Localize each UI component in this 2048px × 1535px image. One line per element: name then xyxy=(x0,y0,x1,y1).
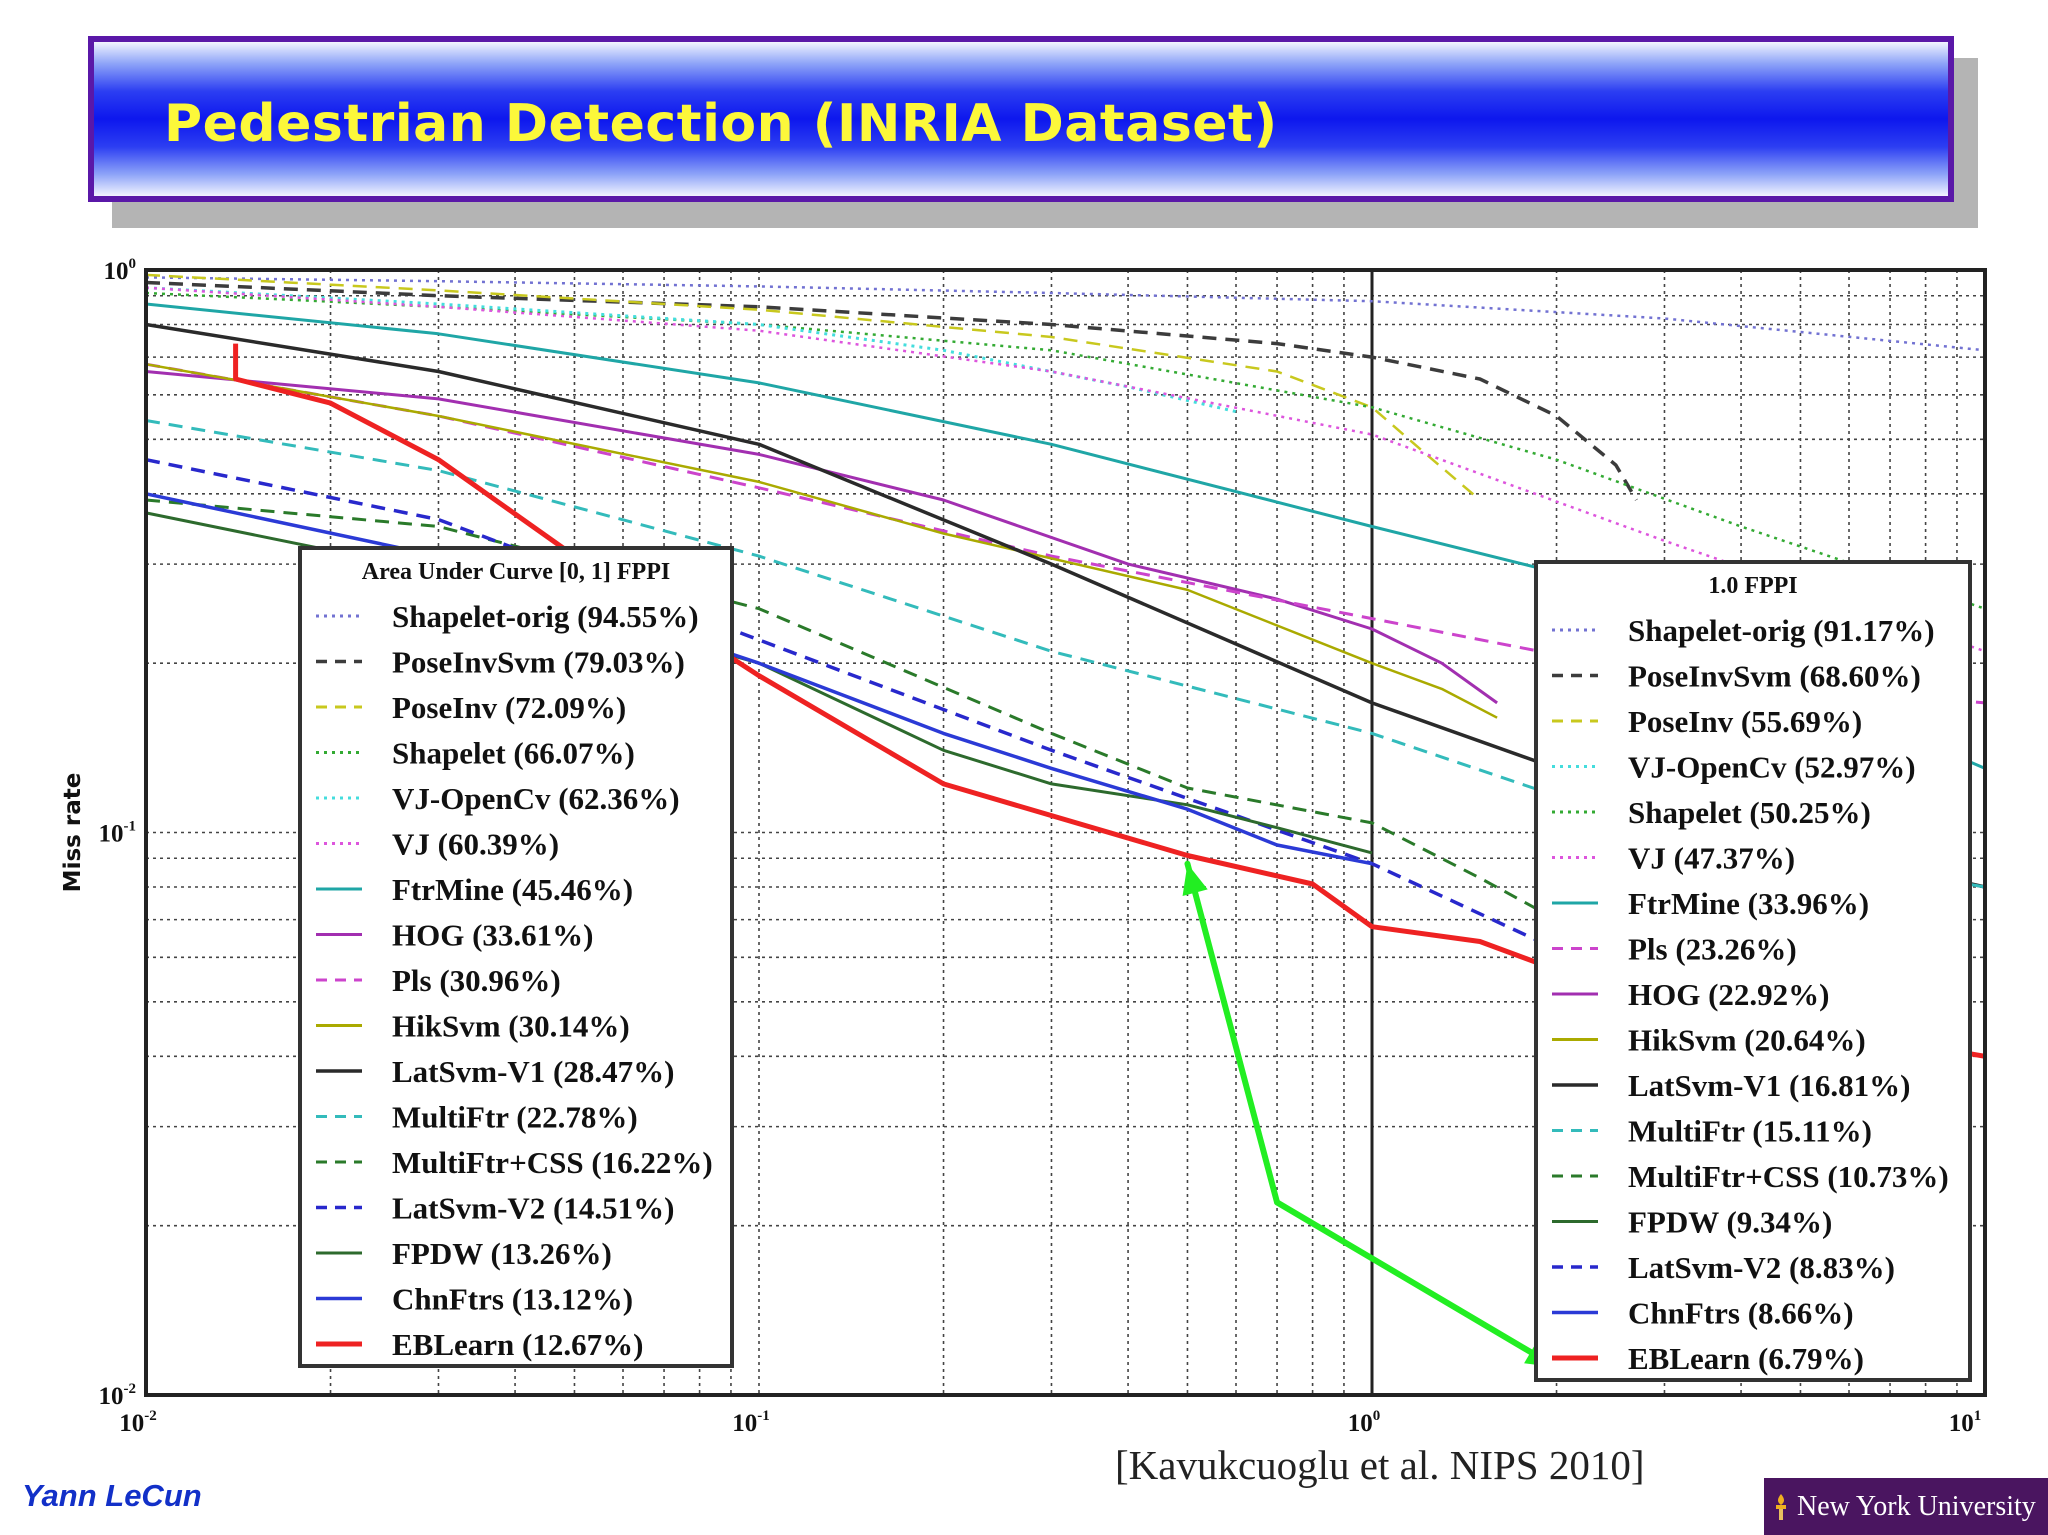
legend-entry-label: LatSvm-V2 (8.83%) xyxy=(1628,1250,1895,1285)
legend-entry-label: VJ-OpenCv (62.36%) xyxy=(392,781,680,816)
legend-entry-label: HikSvm (20.64%) xyxy=(1628,1023,1866,1058)
legend-right: 1.0 FPPI Shapelet-orig (91.17%) PoseInvSvm… xyxy=(1534,560,1972,1382)
y-axis-label: Miss rate xyxy=(60,773,86,893)
arrow-shaft xyxy=(1184,860,1281,1206)
legend-entry-label: HOG (33.61%) xyxy=(392,918,594,953)
legend-entry-label: PoseInv (72.09%) xyxy=(392,690,626,725)
legend-entry-label: EBLearn (12.67%) xyxy=(392,1327,643,1362)
legend-box xyxy=(1534,560,1972,1382)
legend-title: 1.0 FPPI xyxy=(1708,573,1797,599)
tick-label: 10-2 xyxy=(99,1381,137,1410)
legend-title: Area Under Curve [0, 1] FPPI xyxy=(362,559,670,585)
legend-entry-label: LatSvm-V1 (16.81%) xyxy=(1628,1068,1910,1103)
series-line-hiksvm xyxy=(145,362,1498,719)
slide-title: Pedestrian Detection (INRIA Dataset) xyxy=(164,94,1278,154)
legend-entry-label: Shapelet-orig (91.17%) xyxy=(1628,613,1935,648)
tick-label: 10-1 xyxy=(99,819,137,848)
legend-entry-label: VJ (60.39%) xyxy=(392,827,559,862)
legend-entry-label: FtrMine (45.46%) xyxy=(392,872,633,907)
tick-label: 101 xyxy=(1949,1408,1982,1437)
plot-frame xyxy=(144,268,1987,1397)
institution-badge: New York University xyxy=(1764,1478,2048,1535)
series-line-hog xyxy=(145,370,1498,705)
title-banner: Pedestrian Detection (INRIA Dataset) xyxy=(88,36,1954,202)
legend-entry-label: LatSvm-V2 (14.51%) xyxy=(392,1191,674,1226)
legend-entry-label: Pls (30.96%) xyxy=(392,963,561,998)
legend-entry-label: Shapelet (50.25%) xyxy=(1628,795,1871,830)
legend-entry-label: VJ-OpenCv (52.97%) xyxy=(1628,750,1916,785)
torch-icon xyxy=(1776,1493,1786,1520)
legend-entry-label: ChnFtrs (8.66%) xyxy=(1628,1296,1854,1331)
author-name: Yann LeCun xyxy=(22,1478,202,1513)
tick-label: 100 xyxy=(104,256,137,285)
tick-label: 10-1 xyxy=(732,1408,770,1437)
legend-box xyxy=(298,546,734,1368)
legend-entry-label: MultiFtr (15.11%) xyxy=(1628,1114,1872,1149)
legend-entry-label: PoseInv (55.69%) xyxy=(1628,704,1862,739)
legend-entry-label: PoseInvSvm (68.60%) xyxy=(1628,659,1921,694)
legend-entry-label: ChnFtrs (13.12%) xyxy=(392,1282,633,1317)
legend-entry-label: FPDW (13.26%) xyxy=(392,1236,612,1271)
legend-entry-label: PoseInvSvm (79.03%) xyxy=(392,645,685,680)
legend-entry-label: FtrMine (33.96%) xyxy=(1628,886,1869,921)
legend-entry-label: EBLearn (6.79%) xyxy=(1628,1341,1864,1376)
legend-entry-label: HikSvm (30.14%) xyxy=(392,1009,630,1044)
legend-entry-label: MultiFtr+CSS (16.22%) xyxy=(392,1145,713,1180)
institution-name: New York University xyxy=(1797,1490,2036,1522)
legend-entry-label: Shapelet (66.07%) xyxy=(392,736,635,771)
legend-entry-label: Shapelet-orig (94.55%) xyxy=(392,599,699,634)
arrow-head xyxy=(1182,863,1208,897)
series-line-poseinv xyxy=(145,273,1481,501)
tick-label: 100 xyxy=(1348,1408,1381,1437)
series-line-shapelet-orig xyxy=(145,276,1986,352)
legend-entry-label: VJ (47.37%) xyxy=(1628,841,1795,876)
legend-left: Area Under Curve [0, 1] FPPI Shapelet-ori… xyxy=(298,546,734,1368)
legend-entry-label: Pls (23.26%) xyxy=(1628,932,1797,967)
legend-entry-label: MultiFtr (22.78%) xyxy=(392,1100,638,1135)
arrow-shaft xyxy=(1274,1199,1560,1371)
legend-entry-label: FPDW (9.34%) xyxy=(1628,1205,1832,1240)
legend-entry-label: LatSvm-V1 (28.47%) xyxy=(392,1054,674,1089)
legend-entry-label: MultiFtr+CSS (10.73%) xyxy=(1628,1159,1949,1194)
legend-entry-label: HOG (22.92%) xyxy=(1628,977,1830,1012)
series-line-poseinvsvm xyxy=(145,280,1638,501)
citation: [Kavukcuoglu et al. NIPS 2010] xyxy=(1115,1442,1645,1488)
tick-label: 10-2 xyxy=(119,1408,157,1437)
